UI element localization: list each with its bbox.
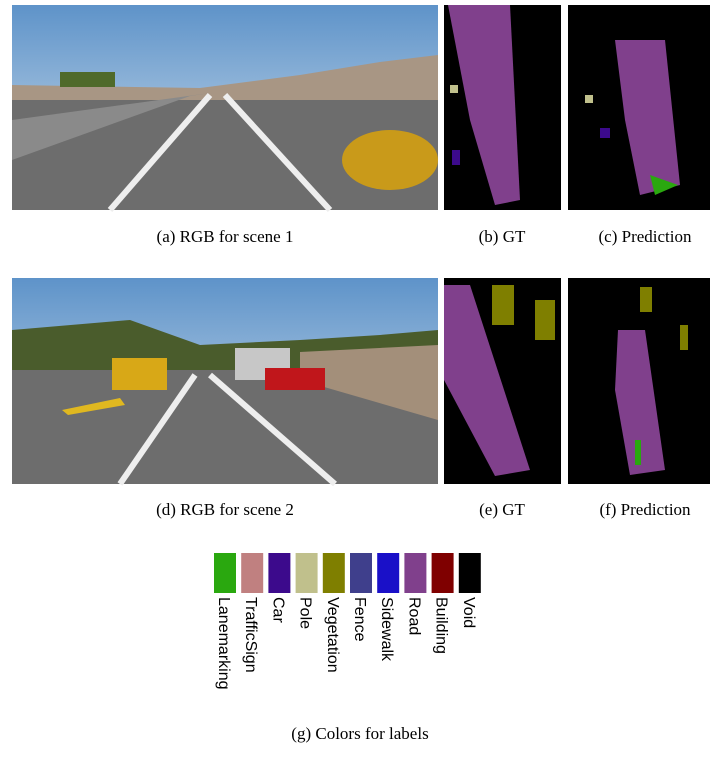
legend-label: Lanemarking — [215, 597, 232, 690]
legend-label: TrafficSign — [242, 597, 259, 673]
legend-swatch — [241, 553, 264, 593]
legend-label: Pole — [297, 597, 314, 629]
prediction-image — [568, 278, 710, 484]
gt-image — [444, 5, 561, 210]
legend-swatch — [214, 553, 236, 593]
legend-label: Vegetation — [324, 597, 341, 673]
caption: (f) Prediction — [599, 500, 691, 519]
legend-swatch — [295, 553, 318, 593]
legend-swatch — [322, 553, 345, 593]
caption: (d) RGB for scene 2 — [156, 500, 294, 519]
prediction-image — [568, 5, 710, 210]
caption: (b) GT — [479, 227, 526, 246]
legend-swatch — [350, 553, 372, 593]
gt-image — [444, 278, 561, 484]
legend-swatch — [377, 553, 400, 593]
legend-swatch — [431, 553, 454, 593]
caption: (c) Prediction — [599, 227, 692, 246]
legend-swatch — [268, 553, 291, 593]
rgb-image — [12, 5, 438, 213]
caption: (g) Colors for labels — [291, 724, 428, 743]
legend-label: Fence — [351, 597, 368, 642]
legend-swatch — [404, 553, 427, 593]
caption: (a) RGB for scene 1 — [157, 227, 294, 246]
legend-label: Sidewalk — [378, 597, 395, 662]
legend-swatch — [458, 553, 481, 593]
legend-label: Car — [269, 597, 286, 623]
legend-label: Void — [460, 597, 477, 628]
rgb-image — [12, 278, 438, 487]
legend-label: Building — [433, 597, 450, 654]
caption: (e) GT — [479, 500, 525, 519]
legend-label: Road — [405, 597, 422, 635]
